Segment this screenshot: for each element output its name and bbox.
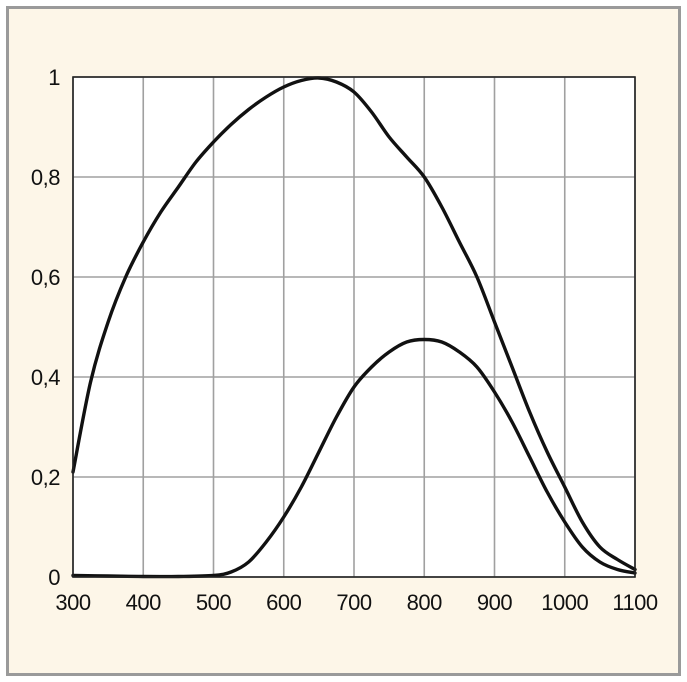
x-tick-label: 500: [196, 590, 231, 615]
series-line-2: [71, 337, 637, 579]
x-axis-tick-labels: 300 400 500 600 700 800 900 1000 1100: [55, 590, 658, 615]
x-tick-label: 300: [55, 590, 90, 615]
y-tick-label: 1: [48, 65, 60, 90]
x-tick-label: 900: [477, 590, 512, 615]
y-tick-label: 0,4: [31, 365, 60, 390]
x-tick-label: 600: [266, 590, 301, 615]
x-tick-label: 1000: [541, 590, 588, 615]
series-line-1: [71, 76, 637, 572]
y-tick-label: 0,8: [31, 165, 60, 190]
series-lines: [71, 76, 637, 579]
y-tick-label: 0: [48, 565, 60, 590]
y-tick-label: 0,6: [31, 265, 60, 290]
plot-border: [72, 76, 636, 578]
x-tick-label: 800: [407, 590, 442, 615]
x-tick-label: 700: [336, 590, 371, 615]
y-tick-label: 0,2: [31, 465, 60, 490]
x-tick-label: 400: [126, 590, 161, 615]
x-tick-label: 1100: [612, 590, 658, 615]
y-axis-tick-labels: 0 0,2 0,4 0,6 0,8 1: [31, 65, 61, 590]
